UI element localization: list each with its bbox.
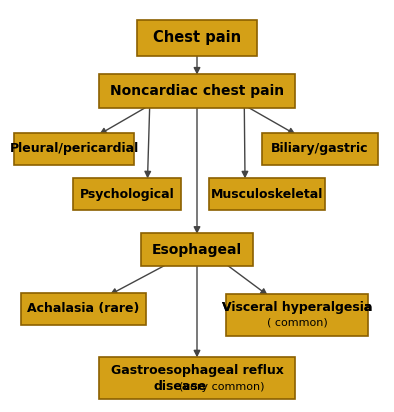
FancyBboxPatch shape [73, 178, 181, 210]
Text: Visceral hyperalgesia: Visceral hyperalgesia [222, 301, 372, 314]
Text: Pleural/pericardial: Pleural/pericardial [9, 142, 139, 155]
Text: Visceral hyperalgesia
( common): Visceral hyperalgesia ( common) [222, 301, 372, 329]
Text: Gastroesophageal reflux
disease (very common): Gastroesophageal reflux disease (very co… [111, 364, 283, 392]
FancyBboxPatch shape [141, 234, 253, 265]
Text: Psychological: Psychological [80, 187, 175, 201]
Text: Achalasia  (rare): Achalasia (rare) [25, 302, 142, 315]
Text: Chest pain: Chest pain [153, 30, 241, 45]
FancyBboxPatch shape [99, 357, 295, 399]
FancyBboxPatch shape [25, 297, 142, 321]
FancyBboxPatch shape [209, 178, 325, 210]
FancyBboxPatch shape [262, 133, 378, 165]
FancyBboxPatch shape [104, 361, 290, 395]
FancyBboxPatch shape [226, 294, 368, 336]
Text: Noncardiac chest pain: Noncardiac chest pain [110, 84, 284, 98]
FancyBboxPatch shape [14, 133, 134, 165]
FancyBboxPatch shape [230, 298, 364, 331]
Text: Achalasia (rare): Achalasia (rare) [27, 302, 140, 315]
Text: Esophageal: Esophageal [152, 243, 242, 257]
Text: disease: disease [153, 380, 206, 393]
FancyBboxPatch shape [99, 74, 295, 108]
Text: Biliary/gastric: Biliary/gastric [271, 142, 369, 155]
Text: Musculoskeletal: Musculoskeletal [211, 187, 323, 201]
Text: (very common): (very common) [179, 382, 264, 392]
FancyBboxPatch shape [21, 293, 146, 325]
Text: Achalasia: Achalasia [50, 302, 117, 315]
Text: Gastroesophageal reflux: Gastroesophageal reflux [111, 364, 283, 377]
Text: ( common): ( common) [267, 318, 327, 328]
FancyBboxPatch shape [137, 20, 257, 56]
